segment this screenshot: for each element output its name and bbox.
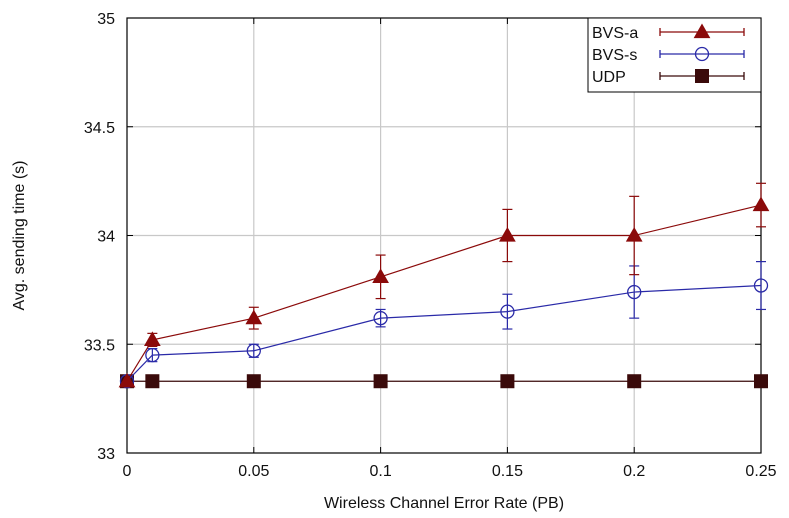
data-point xyxy=(246,374,261,389)
legend-label: BVS-a xyxy=(592,25,638,42)
data-point xyxy=(500,374,515,389)
y-tick-label: 34 xyxy=(97,229,115,246)
data-point xyxy=(627,374,642,389)
data-point xyxy=(372,268,389,283)
legend-marker xyxy=(694,46,710,62)
series-udp xyxy=(120,374,768,389)
x-tick-label: 0.15 xyxy=(492,463,523,480)
x-axis-label: Wireless Channel Error Rate (PB) xyxy=(324,495,564,512)
data-point xyxy=(143,331,161,347)
y-tick-label: 33.5 xyxy=(84,337,115,354)
series-group xyxy=(118,182,770,389)
legend-label: BVS-s xyxy=(592,47,637,64)
legend-entry-udp: UDP xyxy=(592,69,745,86)
legend: BVS-a BVS-s UDP xyxy=(587,17,762,93)
data-point xyxy=(145,374,160,389)
data-point xyxy=(754,374,768,389)
legend-label: UDP xyxy=(592,69,626,86)
data-point xyxy=(499,226,516,242)
data-point xyxy=(753,278,769,293)
series-bvs-s xyxy=(119,261,769,389)
data-point xyxy=(627,284,642,300)
data-point xyxy=(118,372,136,388)
data-point xyxy=(373,310,388,326)
data-point xyxy=(145,347,160,363)
legend-box xyxy=(587,17,762,93)
y-tick-label: 33 xyxy=(97,446,115,463)
data-point xyxy=(245,309,263,325)
x-tick-label: 0.25 xyxy=(745,463,776,480)
legend-marker xyxy=(693,23,711,39)
y-tick-label: 35 xyxy=(97,11,115,28)
legend-marker xyxy=(695,69,709,83)
data-point xyxy=(373,374,388,389)
legend-entry-bvs-s: BVS-s xyxy=(592,46,745,64)
axis-ticks: 0 0.05 0.1 0.15 0.2 0.25 33 33.5 34 34.5 35 xyxy=(84,11,777,480)
legend-entry-bvs-a: BVS-a xyxy=(592,23,745,42)
x-tick-label: 0 xyxy=(123,463,132,480)
x-tick-label: 0.1 xyxy=(369,463,391,480)
data-point xyxy=(625,226,643,242)
series-bvs-a xyxy=(118,182,770,388)
data-point xyxy=(500,304,515,319)
x-tick-label: 0.05 xyxy=(238,463,269,480)
y-tick-label: 34.5 xyxy=(84,120,115,137)
data-point xyxy=(752,196,770,212)
x-tick-label: 0.2 xyxy=(623,463,645,480)
y-axis-label: Avg. sending time (s) xyxy=(11,161,28,311)
data-point xyxy=(246,343,261,358)
